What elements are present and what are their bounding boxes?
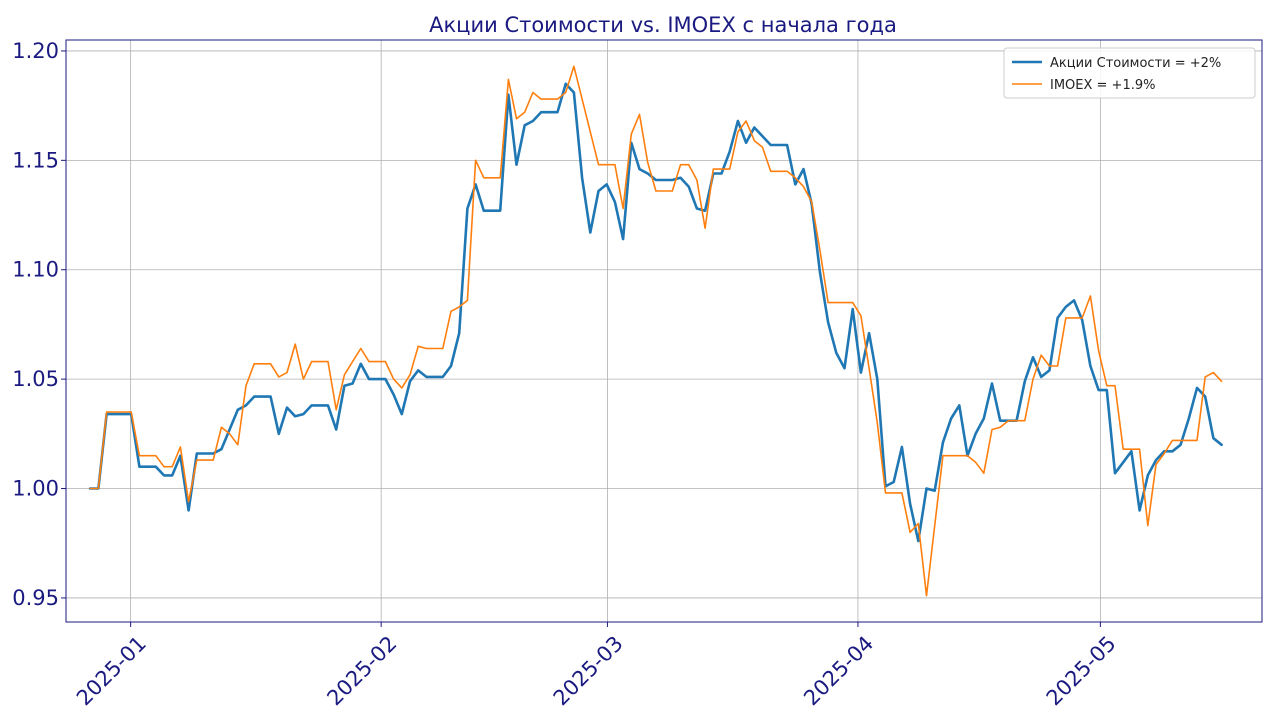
series-line-2 [89,65,1223,597]
series-line-1 [88,82,1223,543]
legend-label: Акции Стоимости = +2% [1050,56,1221,71]
plot-lines [88,65,1223,597]
legend: Акции Стоимости = +2% IMOEX = +1.9% [1003,47,1256,99]
plot-frame [65,39,1263,623]
legend-label: IMOEX = +1.9% [1050,78,1155,93]
y-tick-label: 1.20 [12,39,59,63]
y-tick-label: 1.00 [12,477,59,501]
legend-box [1003,47,1256,99]
gridlines [66,40,1262,622]
y-tick-label: 1.05 [12,367,59,391]
chart-title: Акции Стоимости vs. IMOEX с начала года [429,13,897,37]
y-tick-label: 1.15 [12,148,59,172]
y-tick-label: 1.10 [12,258,59,282]
y-axis: 0.95 1.00 1.05 1.10 1.15 1.20 [12,39,66,610]
y-tick-label: 0.95 [12,586,59,610]
